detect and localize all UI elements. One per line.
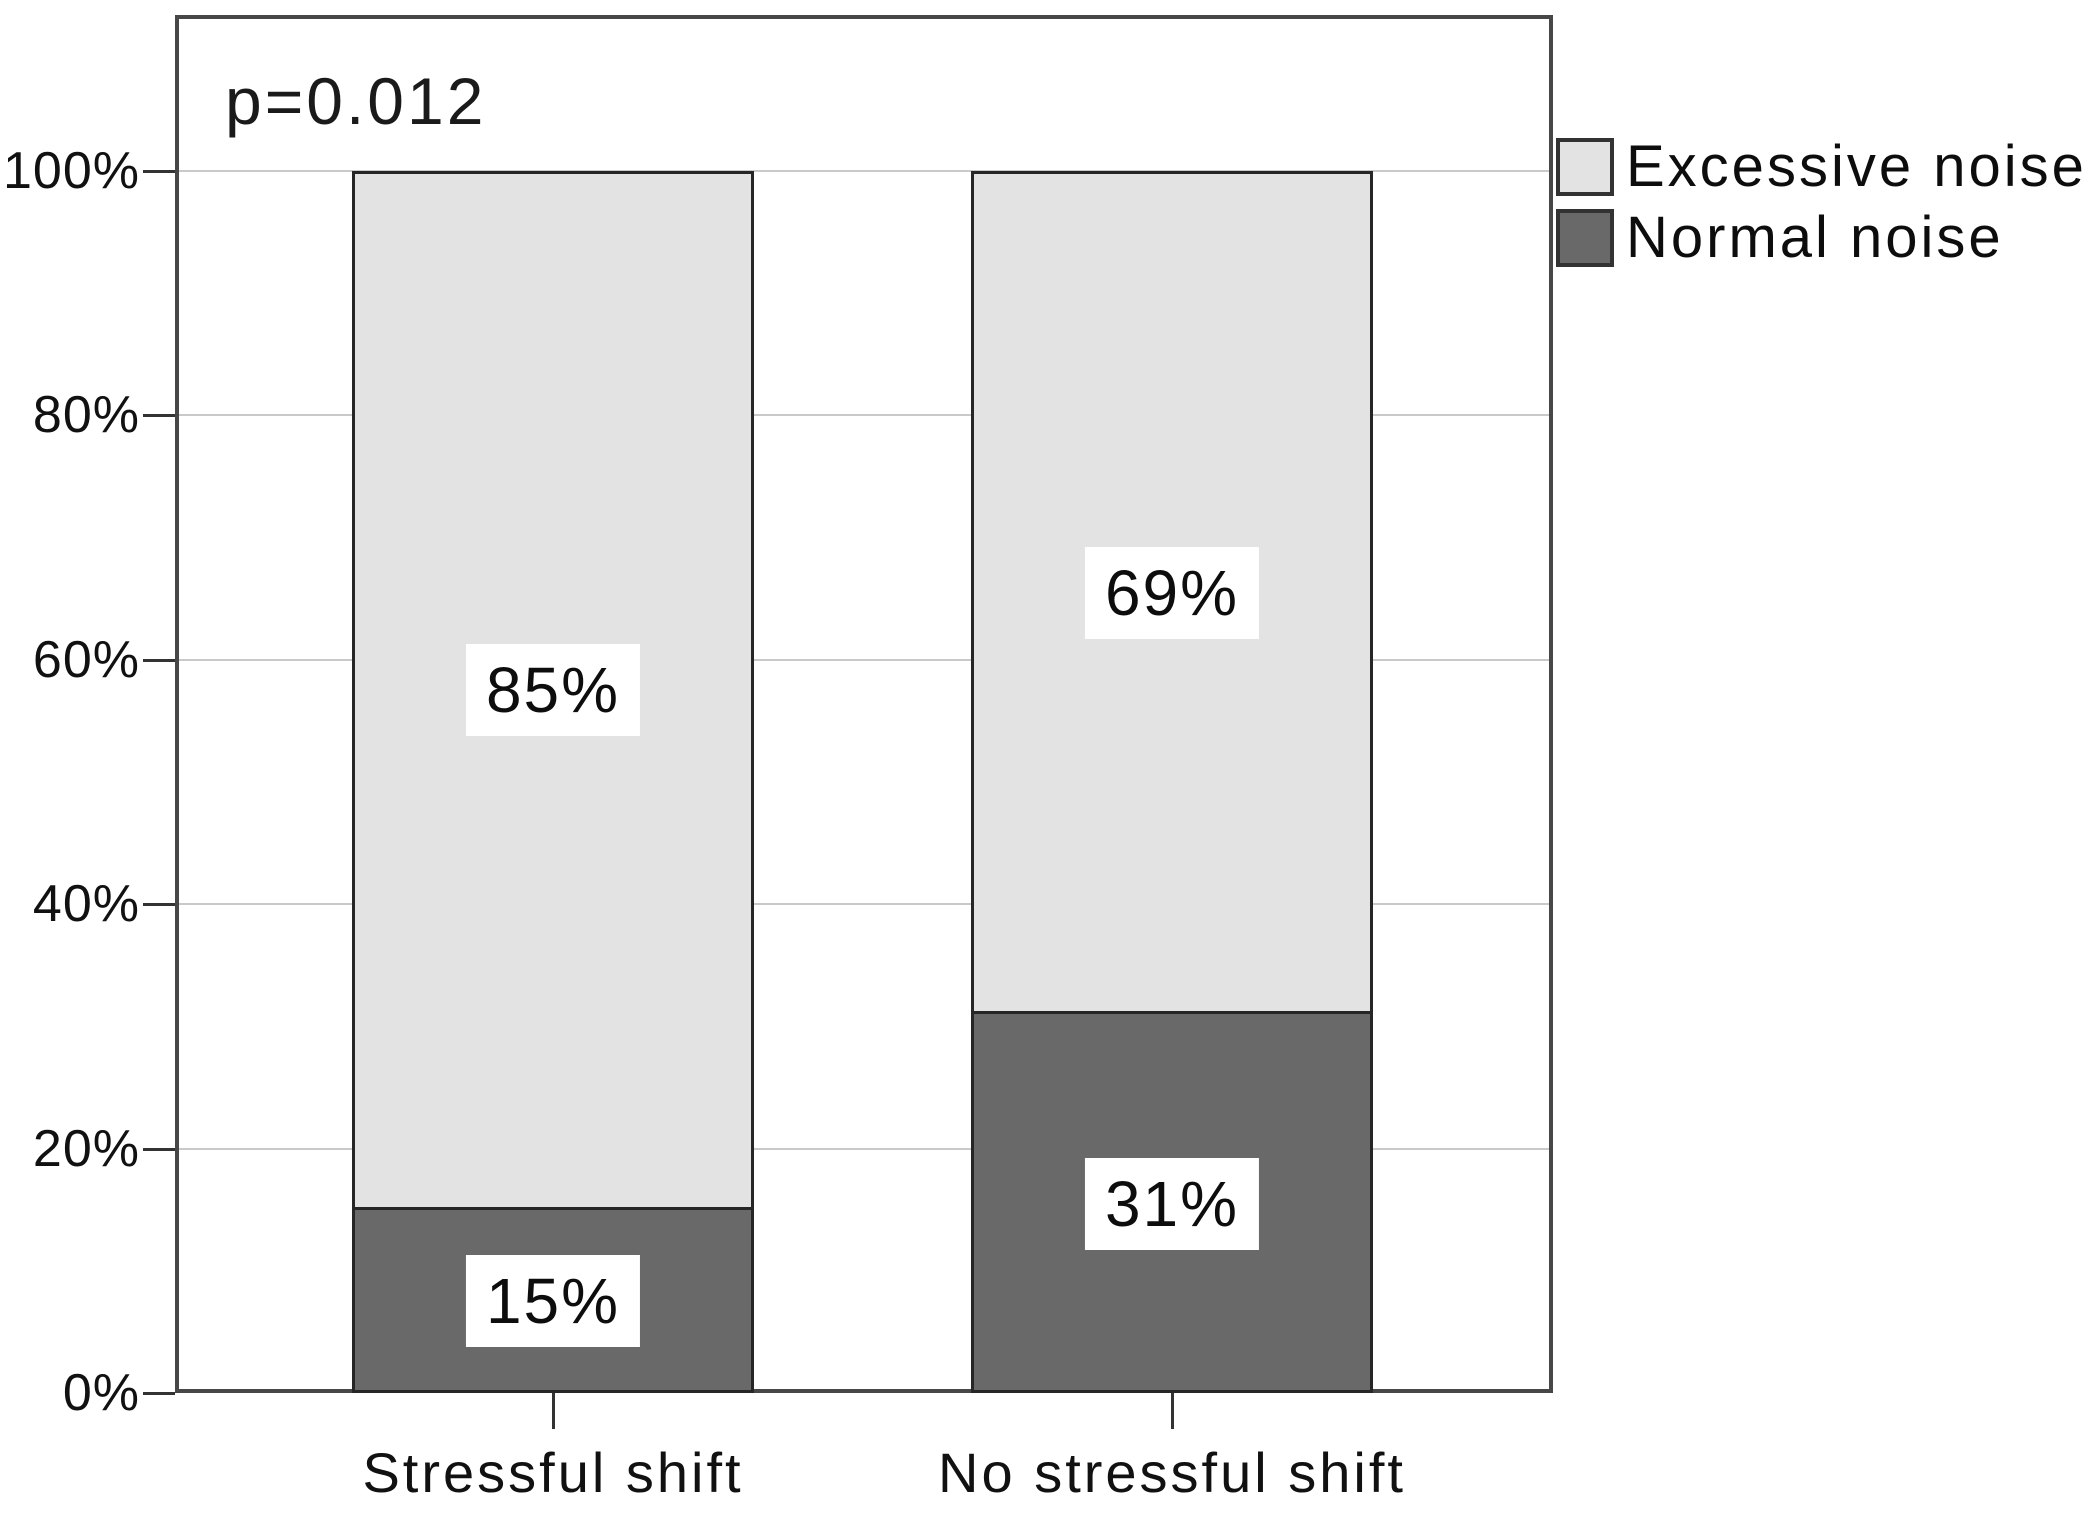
- gridline-100: [179, 170, 1549, 172]
- y-axis-tick-40: [143, 903, 175, 907]
- legend-row-excessive-noise: Excessive noise: [1556, 138, 2085, 196]
- legend-label-normal-noise: Normal noise: [1626, 205, 2004, 270]
- y-axis-tick-60: [143, 658, 175, 662]
- value-label-normal-noise-no-stressful-shift: 31%: [1084, 1157, 1260, 1250]
- x-axis-label-stressful-shift: Stressful shift: [362, 1441, 744, 1504]
- legend-swatch-normal-noise: [1556, 209, 1614, 267]
- y-axis-tick-label-20: 20%: [32, 1119, 140, 1178]
- value-label-normal-noise-stressful-shift: 15%: [465, 1255, 641, 1348]
- gridline-60: [179, 658, 1549, 661]
- y-axis-tick-0: [143, 1392, 175, 1395]
- bar-segment-normal-noise-stressful-shift: [352, 1209, 754, 1393]
- gridline-80: [179, 414, 1549, 417]
- y-axis-tick-label-60: 60%: [32, 630, 140, 689]
- gridline-40: [179, 903, 1549, 906]
- x-axis-tick-stressful-shift: [552, 1393, 555, 1429]
- legend-swatch-excessive-noise: [1556, 138, 1614, 196]
- y-axis-tick-label-100: 100%: [3, 142, 140, 200]
- legend-row-normal-noise: Normal noise: [1556, 209, 2085, 267]
- p-value-annotation: p=0.012: [225, 64, 487, 138]
- legend-label-excessive-noise: Excessive noise: [1626, 134, 2085, 199]
- value-label-excessive-noise-stressful-shift: 85%: [465, 644, 641, 737]
- gridline-20: [179, 1147, 1549, 1150]
- y-axis-tick-80: [143, 414, 175, 418]
- x-axis-label-no-stressful-shift: No stressful shift: [938, 1441, 1406, 1504]
- y-axis-tick-100: [143, 170, 175, 173]
- y-axis-tick-label-80: 80%: [32, 386, 140, 445]
- y-axis-tick-label-40: 40%: [32, 875, 140, 934]
- y-axis-tick-label-0: 0%: [62, 1364, 140, 1422]
- legend: Excessive noise Normal noise: [1556, 138, 2085, 267]
- y-axis-tick-20: [143, 1147, 175, 1151]
- value-label-excessive-noise-no-stressful-shift: 69%: [1084, 546, 1260, 639]
- x-axis-tick-no-stressful-shift: [1171, 1393, 1174, 1429]
